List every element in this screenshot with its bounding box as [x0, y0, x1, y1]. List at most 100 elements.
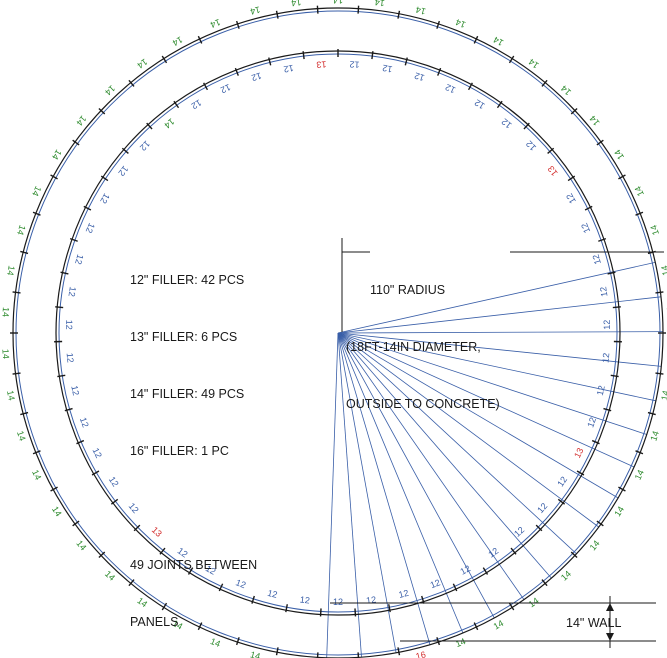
inner-filler-label: 12	[84, 222, 97, 235]
inner-joint-tick	[496, 100, 503, 109]
outer-joint-tick	[32, 450, 41, 455]
inner-joint-tick	[584, 205, 593, 211]
inner-filler-label: 12	[585, 416, 598, 429]
inner-filler-label: 12	[127, 501, 141, 515]
inner-filler-label: 12	[219, 82, 232, 95]
outer-filler-label: 14	[659, 265, 667, 277]
inner-filler-label: 12	[524, 139, 538, 153]
inner-filler-label: 12	[176, 546, 190, 560]
outer-filler-label: 14	[0, 307, 11, 318]
inner-joint-tick	[576, 470, 585, 476]
outer-filler-label: 14	[15, 224, 28, 237]
radius-spoke	[337, 332, 552, 579]
inner-filler-label: 12	[299, 594, 310, 605]
inner-joint-tick	[55, 306, 64, 309]
inner-filler-label: 13	[572, 446, 585, 459]
outer-joint-tick	[98, 551, 106, 559]
inner-joint-tick	[388, 604, 391, 613]
outer-filler-label: 14	[30, 185, 43, 198]
inner-filler-label: 12	[283, 63, 295, 75]
outer-filler-label: 14	[527, 595, 541, 609]
outer-filler-label: 14	[665, 307, 667, 318]
wall-dim-arrow-bottom	[606, 633, 614, 641]
inner-filler-label: 12	[138, 139, 152, 153]
inner-joint-tick	[69, 237, 78, 242]
inner-joint-tick	[610, 374, 619, 378]
outer-joint-tick	[508, 55, 515, 64]
inner-filler-label: 12	[366, 594, 377, 605]
outer-joint-tick	[235, 637, 240, 646]
outer-joint-tick	[570, 551, 578, 559]
inner-joint-tick	[482, 567, 489, 575]
inner-joint-tick	[547, 147, 555, 154]
inner-joint-tick	[173, 100, 180, 109]
inner-filler-label: 12	[602, 320, 612, 330]
outer-filler-label: 14	[633, 468, 646, 481]
outer-filler-label: 14	[291, 0, 302, 8]
inner-joint-tick	[421, 595, 425, 604]
radius-spoke	[337, 332, 495, 619]
inner-filler-label: 12	[98, 192, 112, 206]
radius-spoke	[337, 332, 619, 499]
outer-joint-tick	[275, 10, 279, 19]
outer-filler-label: 14	[612, 504, 626, 518]
outer-filler-label: 14	[415, 4, 427, 16]
inner-joint-tick	[83, 205, 92, 211]
outer-filler-label: 14	[333, 0, 343, 5]
radius-spoke	[337, 262, 656, 334]
inner-joint-tick	[268, 57, 272, 66]
outer-joint-tick	[197, 622, 203, 631]
inner-filler-label: 12	[90, 446, 103, 459]
outer-joint-tick	[161, 602, 168, 611]
inner-joint-tick	[76, 439, 85, 445]
inner-filler-label: 12	[555, 475, 569, 489]
outer-filler-label: 14	[103, 569, 117, 583]
outer-joint-tick	[316, 5, 319, 14]
outer-joint-tick	[635, 211, 644, 216]
summary-line-16: 16" FILLER: 1 PC	[130, 444, 229, 458]
outer-joint-tick	[635, 450, 644, 455]
radius-note-line-1: 110" RADIUS	[370, 283, 446, 297]
inner-joint-tick	[234, 67, 239, 76]
radius-spoke	[337, 332, 397, 653]
joints-line-2: PANELS	[130, 615, 179, 629]
inner-joint-tick	[91, 470, 100, 476]
inner-filler-label: 12	[595, 385, 607, 397]
outer-filler-label: 14	[74, 538, 88, 552]
radius-note-line-3: OUTSIDE TO CONCRETE)	[346, 397, 500, 411]
radius-spoke	[337, 331, 664, 334]
outer-joint-tick	[647, 411, 656, 416]
inner-filler-label: 12	[190, 97, 204, 111]
inner-filler-label: 12	[116, 164, 130, 178]
outer-filler-label: 14	[559, 569, 573, 583]
outer-filler-label: 14	[50, 148, 64, 162]
inner-joint-tick	[607, 271, 616, 275]
inner-filler-label: 12	[382, 63, 394, 75]
outer-filler-label: 14	[492, 618, 506, 632]
radius-note: 110" RADIUS (18FT-14IN DIAMETER, OUTSIDE…	[346, 243, 500, 433]
outer-filler-label: 14	[15, 430, 28, 443]
inner-filler-label: 12	[579, 222, 592, 235]
radius-spoke	[337, 332, 647, 435]
inner-joint-tick	[251, 595, 255, 604]
outer-filler-label: 14	[612, 148, 626, 162]
outer-filler-label: 14	[5, 265, 17, 277]
inner-filler-label: 12	[64, 320, 74, 330]
outer-joint-tick	[12, 291, 21, 294]
outer-filler-label: 14	[527, 57, 541, 71]
outer-joint-tick	[357, 652, 360, 658]
outer-joint-tick	[161, 55, 168, 64]
outer-joint-tick	[128, 79, 135, 87]
outer-joint-tick	[12, 372, 21, 375]
outer-joint-tick	[655, 372, 664, 375]
radius-spoke	[337, 296, 662, 334]
inner-joint-tick	[64, 407, 73, 412]
outer-joint-tick	[275, 647, 279, 656]
inner-joint-tick	[437, 67, 442, 76]
inner-filler-label: 12	[413, 70, 426, 83]
outer-joint-tick	[541, 79, 548, 87]
outer-filler-label: 14	[659, 390, 667, 402]
inner-filler-label: 12	[107, 475, 121, 489]
inner-filler-label: 13	[150, 525, 164, 539]
